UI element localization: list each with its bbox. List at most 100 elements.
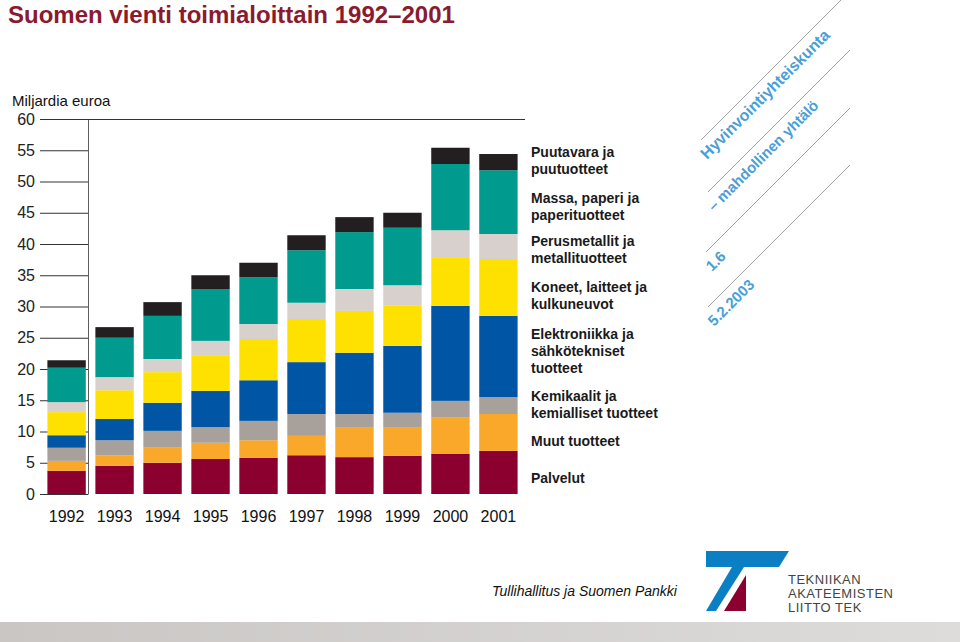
bar-segment [239,380,277,421]
chart-title: Suomen vienti toimialoittain 1992–2001 [8,1,455,28]
bar-segment [239,440,277,458]
bar-segment [47,368,85,402]
bar-segment [95,327,133,338]
legend-entry: Palvelut [531,470,585,486]
bar-segment [287,250,325,303]
x-tick-label: 1998 [337,508,373,525]
y-tick-line [40,244,88,245]
footer-band [0,622,960,642]
bar-segment [95,455,133,466]
bar-segment [47,435,85,448]
bar-segment [47,360,85,368]
bar-segment [47,448,85,461]
bar-segment [191,356,229,391]
y-tick: 40 [17,236,88,253]
bar-segment [431,148,469,164]
y-tick: 45 [17,204,88,221]
bar-segment [239,339,277,380]
y-tick-label: 0 [26,486,35,503]
y-tick-label: 5 [26,454,35,471]
logo-shape [724,575,746,611]
y-axis: 051015202530354045505560 [17,111,525,503]
rotated-note: – mahdollinen yhtälö [704,97,822,215]
legend-line: kemialliset tuotteet [531,405,658,421]
bar-segment [47,471,85,494]
deco-line [701,0,850,140]
bar-segment [191,443,229,459]
legend-line: Kemikaalit ja [531,388,617,404]
y-axis-title: Miljardia euroa [12,92,111,109]
x-tick-label: 1999 [385,508,421,525]
bar-segment [431,454,469,494]
bar-segment [239,458,277,494]
y-tick-label: 35 [17,267,35,284]
x-tick-label: 1995 [193,508,229,525]
bar-segment [479,316,517,397]
logo-text: LIITTO TEK [788,600,862,615]
bar-segment [191,459,229,494]
x-tick-label: 1993 [97,508,133,525]
bar-segment [191,341,229,356]
bar-segment [143,372,181,403]
bar-segment [383,428,421,456]
bar-segment [431,164,469,230]
y-tick-label: 25 [17,329,35,346]
bar-segment [143,316,181,359]
bar-segment [143,447,181,463]
bar-segment [383,228,421,286]
y-tick-label: 50 [17,173,35,190]
bar-segment [479,234,517,259]
y-tick: 55 [17,142,88,159]
bar-segment [47,402,85,412]
legend-entry: Elektroniikka jasähköteknisettuotteet [531,326,634,376]
bar-segment [335,428,373,457]
y-tick: 35 [17,267,88,284]
x-tick: 1999 [385,508,421,525]
bar-segment [431,306,469,401]
legend-line: puutuotteet [531,161,608,177]
x-tick: 1998 [337,508,373,525]
legend-line: tuotteet [531,360,583,376]
bar-segment [479,154,517,170]
bar-segment [95,377,133,390]
bar-segment [95,338,133,377]
y-tick-label: 55 [17,142,35,159]
legend-line: metallituotteet [531,250,627,266]
bar-segment [431,257,469,306]
bar-segment [95,440,133,455]
bar-segment [287,414,325,436]
bar-segment [479,259,517,316]
bar-segment [431,417,469,454]
bar-segment [431,401,469,417]
bar-segment [335,217,373,232]
logo-text: AKATEEMISTEN [788,586,893,601]
bar-segment [479,451,517,494]
bar-segment [479,170,517,234]
bar-segment [479,397,517,414]
bar-segment [47,412,85,435]
bar-segment [95,466,133,494]
legend-line: paperituotteet [531,207,625,223]
bar-segment [191,427,229,443]
legend-entry: Perusmetallit jametallituotteet [531,233,635,266]
deco-line [708,50,850,192]
x-tick: 1996 [241,508,277,525]
series-group [47,164,517,402]
bar-segment [47,461,85,471]
bars [47,148,517,494]
series-group [47,306,517,448]
legend-entry: Massa, paperi japaperituotteet [531,190,639,223]
x-tick-label: 2000 [433,508,469,525]
legend-line: Puutavara ja [531,144,614,160]
logo-text: TEKNIIKAN [788,572,861,587]
y-tick-label: 10 [17,423,35,440]
legend-line: Palvelut [531,470,585,486]
series-group [47,230,517,412]
legend-entry: Muut tuotteet [531,433,620,449]
legend-line: sähkötekniset [531,343,625,359]
legend-line: Massa, paperi ja [531,190,639,206]
y-tick: 50 [17,173,88,190]
x-tick-label: 2001 [481,508,517,525]
bar-segment [383,285,421,305]
bar-segment [287,319,325,362]
